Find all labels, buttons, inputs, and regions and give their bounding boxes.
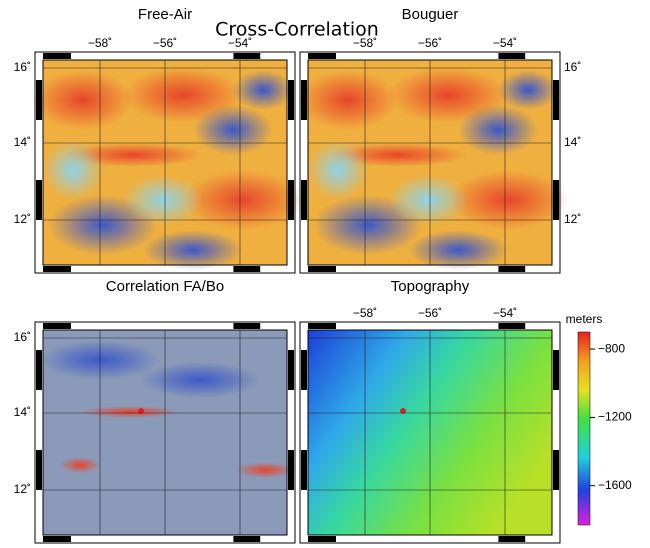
frame-segment <box>553 450 559 490</box>
lat-label: 14˚ <box>14 135 31 149</box>
panel-title: Bouguer <box>402 6 459 23</box>
frame-segment <box>36 80 42 120</box>
lat-label: 14˚ <box>14 405 31 419</box>
frame-segment <box>553 80 559 120</box>
colorbar-label: meters <box>566 312 603 326</box>
frame-segment <box>308 323 336 329</box>
frame-segment <box>288 350 294 390</box>
bouguer-map <box>298 60 568 270</box>
frame-segment <box>36 180 42 220</box>
frame-segment <box>301 80 307 120</box>
correlation-map <box>40 330 295 535</box>
lat-label: 16˚ <box>14 330 31 344</box>
frame-segment <box>233 536 260 542</box>
frame-segment <box>288 450 294 490</box>
frame-segment <box>308 536 336 542</box>
frame-segment <box>498 323 525 329</box>
lon-label: −56˚ <box>418 306 442 320</box>
frame-segment <box>498 53 525 59</box>
frame-segment <box>553 350 559 390</box>
lat-label: 16˚ <box>564 60 581 74</box>
lat-label: 12˚ <box>14 212 31 226</box>
frame-segment <box>301 180 307 220</box>
panel-title: Correlation FA/Bo <box>106 278 224 295</box>
frame-segment <box>36 350 42 390</box>
frame-segment <box>308 266 336 272</box>
figure: Cross-Correlation Free-Air Bouguer Corre… <box>0 0 650 548</box>
lon-label: −54˚ <box>493 306 517 320</box>
lat-label: 16˚ <box>14 60 31 74</box>
lat-label: 12˚ <box>564 212 581 226</box>
panel-title: Free-Air <box>138 6 192 23</box>
lon-label: −58˚ <box>88 36 112 50</box>
lon-label: −58˚ <box>353 306 377 320</box>
lon-label: −58˚ <box>353 36 377 50</box>
frame-segment <box>498 536 525 542</box>
lon-label: −56˚ <box>153 36 177 50</box>
frame-segment <box>553 180 559 220</box>
colorbar-tick-label: −1200 <box>598 410 632 424</box>
frame-segment <box>301 350 307 390</box>
frame-segment <box>43 536 71 542</box>
lon-label: −54˚ <box>228 36 252 50</box>
frame-segment <box>233 266 260 272</box>
frame-segment <box>288 180 294 220</box>
free-air-map <box>33 60 303 270</box>
lat-label: 14˚ <box>564 135 581 149</box>
frame-segment <box>288 80 294 120</box>
colorbar-tick-label: −800 <box>598 341 625 355</box>
frame-segment <box>301 450 307 490</box>
frame-segment <box>36 450 42 490</box>
frame-segment <box>498 266 525 272</box>
lon-label: −56˚ <box>418 36 442 50</box>
frame-segment <box>233 53 260 59</box>
frame-segment <box>308 53 336 59</box>
colorbar <box>578 332 590 525</box>
frame-segment <box>43 266 71 272</box>
lon-label: −54˚ <box>493 36 517 50</box>
lat-label: 12˚ <box>14 482 31 496</box>
panel-title: Topography <box>391 278 470 295</box>
frame-segment <box>233 323 260 329</box>
frame-segment <box>43 323 71 329</box>
frame-segment <box>43 53 71 59</box>
colorbar-tick-label: −1600 <box>598 478 632 492</box>
